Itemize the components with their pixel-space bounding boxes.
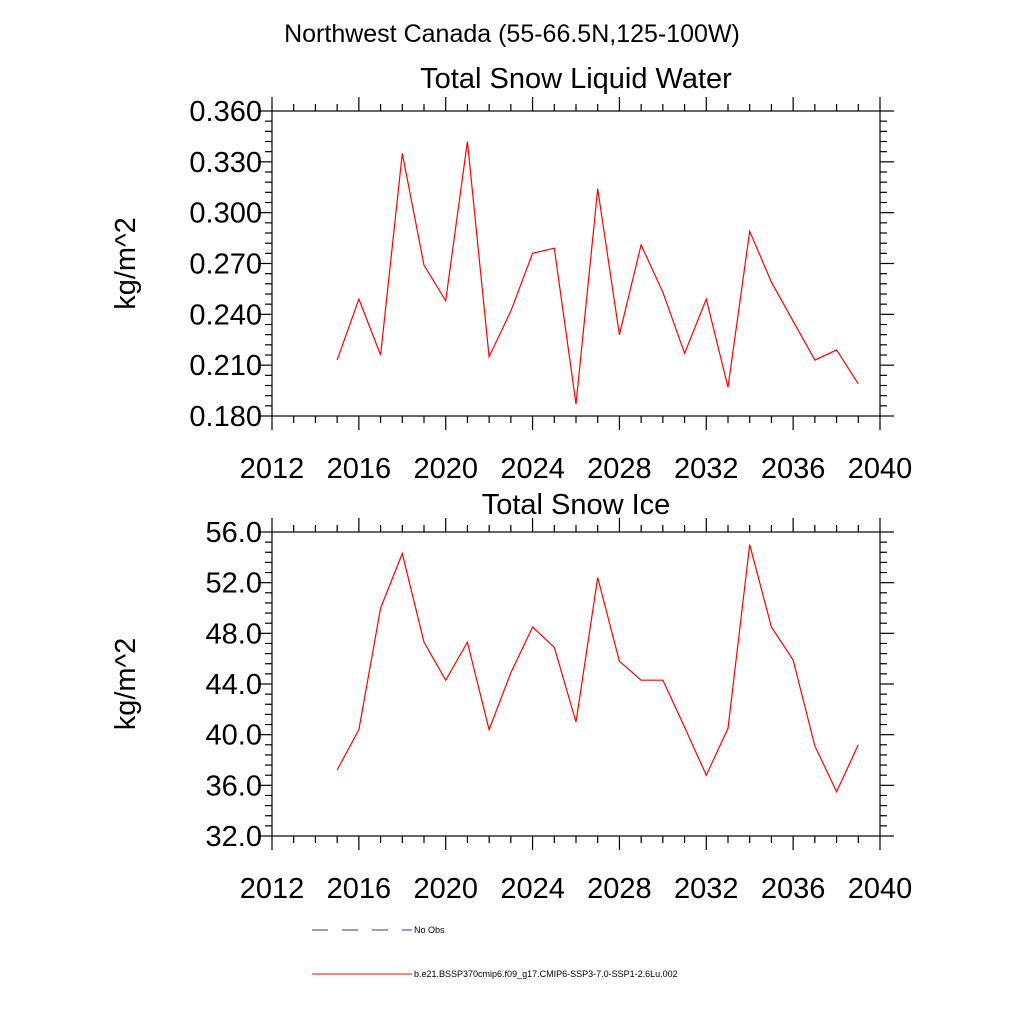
x-tick-label: 2040 — [848, 453, 913, 485]
y-tick-label: 0.360 — [189, 96, 262, 128]
panel-1: Total Snow Liquid Water kg/m^2 2012 2016 202… — [110, 63, 912, 485]
y-tick-label: 44.0 — [206, 669, 262, 701]
panel-2: Total Snow Ice kg/m^2 2012 2016 2020 2024 2028… — [110, 489, 912, 905]
panel-title: Total Snow Ice — [482, 489, 671, 521]
series-line-1 — [336, 141, 859, 405]
x-tick-label: 2016 — [327, 453, 392, 485]
x-tick-label: 2016 — [327, 873, 392, 905]
legend: No Obs b.e21.BSSP370cmip6.f09_g17.CMIP6-S… — [312, 925, 678, 979]
x-tick-label: 2040 — [848, 873, 913, 905]
panel-title: Total Snow Liquid Water — [420, 63, 732, 95]
plot-frame — [271, 531, 881, 837]
x-tick-label: 2028 — [587, 453, 652, 485]
y-tick-label: 40.0 — [206, 720, 262, 752]
x-tick-label: 2028 — [587, 873, 652, 905]
y-tick-label: 0.300 — [189, 198, 262, 230]
x-tick-label: 2036 — [761, 873, 826, 905]
tick-marks — [258, 518, 894, 850]
legend-label-1: No Obs — [414, 925, 445, 935]
x-tick-label: 2012 — [240, 453, 305, 485]
x-tick-label: 2024 — [500, 453, 565, 485]
y-axis-label: kg/m^2 — [110, 217, 142, 310]
figure-suptitle: Northwest Canada (55-66.5N,125-100W) — [284, 20, 740, 48]
x-tick-label: 2036 — [761, 453, 826, 485]
x-tick-label: 2032 — [674, 873, 739, 905]
tick-marks — [258, 97, 894, 430]
y-tick-label: 0.180 — [189, 401, 262, 433]
y-axis-label: kg/m^2 — [110, 638, 142, 731]
y-tick-label: 32.0 — [206, 821, 262, 853]
y-tick-label: 0.210 — [189, 350, 262, 382]
y-tick-label: 52.0 — [206, 568, 262, 600]
y-tick-label: 48.0 — [206, 618, 262, 650]
y-tick-label: 36.0 — [206, 770, 262, 802]
y-tick-label: 0.330 — [189, 147, 262, 179]
x-tick-label: 2020 — [413, 453, 478, 485]
x-tick-label: 2032 — [674, 453, 739, 485]
y-tick-label: 0.270 — [189, 249, 262, 281]
x-tick-label: 2020 — [413, 873, 478, 905]
legend-label-2: b.e21.BSSP370cmip6.f09_g17.CMIP6-SSP3-7.… — [414, 969, 678, 979]
series-line-1 — [336, 544, 859, 794]
y-tick-label: 56.0 — [206, 517, 262, 549]
y-tick-label: 0.240 — [189, 299, 262, 331]
x-tick-label: 2012 — [240, 873, 305, 905]
x-tick-label: 2024 — [500, 873, 565, 905]
plot-frame — [271, 110, 881, 417]
